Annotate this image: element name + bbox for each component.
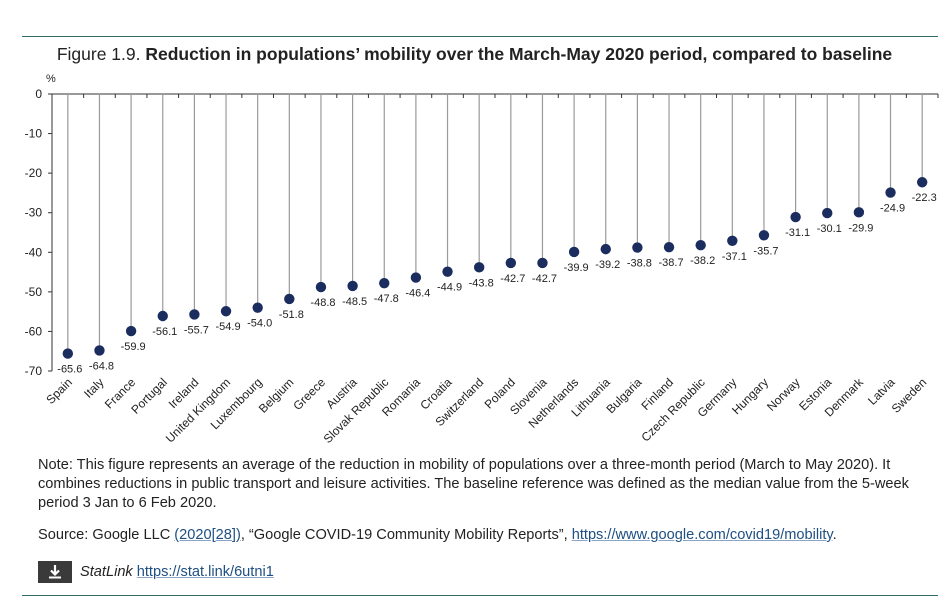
data-label: -42.7 [532,273,557,285]
source-reference-link[interactable]: (2020[28]) [174,527,241,543]
y-tick-label: -30 [25,206,43,220]
data-label: -24.9 [880,203,905,215]
data-label: -39.9 [564,262,589,274]
data-label: -56.1 [152,326,177,338]
figure-title: Figure 1.9. Reduction in populations’ mo… [0,44,949,65]
figure-title-text: Reduction in populations’ mobility over … [145,44,893,64]
data-point [189,309,200,320]
statlink: StatLink https://stat.link/6utni1 [38,561,274,583]
source-middle: , “Google COVID-19 Community Mobility Re… [240,527,572,543]
data-point [157,310,168,322]
y-axis-unit-label: % [46,73,56,85]
data-label: -22.3 [912,192,937,204]
data-label: -44.9 [437,282,462,294]
data-point [663,241,675,253]
data-label: -51.8 [279,309,304,321]
data-point [442,266,453,277]
x-tick-label: Belgium [256,375,297,416]
data-point [379,277,390,289]
data-point [125,325,137,337]
data-label: -38.8 [627,258,652,270]
data-label: -30.1 [817,223,842,235]
y-tick-label: -10 [25,127,43,141]
data-label: -48.5 [342,296,367,308]
data-label: -37.1 [722,251,747,263]
data-label: -43.8 [469,277,494,289]
data-label: -54.9 [215,321,240,333]
data-label: -54.0 [247,318,272,330]
data-point [94,345,105,356]
x-tick-label: Greece [290,375,328,413]
top-rule [22,36,938,37]
source-prefix: Source: Google LLC [38,527,175,543]
x-tick-label: Spain [43,375,75,407]
data-point [347,280,358,292]
data-label: -35.7 [753,245,778,257]
data-label: -64.8 [89,360,114,372]
data-point [600,243,611,255]
data-point [62,348,74,359]
data-point [822,207,833,219]
figure-number: Figure 1.9. [56,44,141,64]
data-point [853,207,865,218]
data-point [885,187,896,198]
data-point [284,293,295,305]
data-label: -29.9 [848,222,873,234]
statlink-url[interactable]: https://stat.link/6utni1 [136,564,274,580]
x-tick-label: Bulgaria [603,375,644,416]
y-tick-label: -70 [25,364,43,378]
data-point [220,306,232,317]
data-point [758,230,770,241]
data-point [916,177,928,188]
download-button[interactable] [38,561,72,583]
data-label: -59.9 [121,341,146,353]
y-tick-label: -50 [25,285,43,299]
bottom-rule [22,595,938,596]
x-tick-label: Italy [81,375,106,400]
figure-note: Note: This figure represents an average … [38,457,909,511]
y-tick-label: 0 [35,87,42,101]
source-url-link[interactable]: https://www.google.com/covid19/mobility [571,527,833,543]
data-point [252,302,263,313]
data-label: -55.7 [184,324,209,336]
data-point [473,262,485,273]
data-label: -65.6 [57,364,82,376]
data-point [727,235,738,247]
data-label: -39.2 [595,259,620,271]
y-tick-label: -20 [25,166,43,180]
data-point [505,257,517,269]
data-point [315,281,327,293]
source-suffix: . [832,527,837,543]
data-label: -42.7 [500,273,525,285]
data-label: -46.4 [405,288,430,300]
figure-source: Source: Google LLC (2020[28]), “Google C… [38,527,837,543]
data-point [632,242,643,253]
x-tick-label: Norway [764,375,803,414]
x-tick-label: Portugal [128,375,170,417]
download-icon [49,565,61,579]
statlink-label: StatLink [80,564,133,580]
x-tick-label: Sweden [889,375,930,416]
y-tick-label: -40 [25,245,43,259]
data-point [695,239,706,251]
data-point [410,272,422,283]
data-point [790,211,801,223]
data-label: -31.1 [785,227,810,239]
data-point [537,257,548,269]
data-label: -47.8 [374,293,399,305]
data-label: -48.8 [310,297,335,309]
data-point [568,246,580,258]
y-tick-label: -60 [25,324,43,338]
data-label: -38.7 [658,257,683,269]
data-label: -38.2 [690,255,715,267]
